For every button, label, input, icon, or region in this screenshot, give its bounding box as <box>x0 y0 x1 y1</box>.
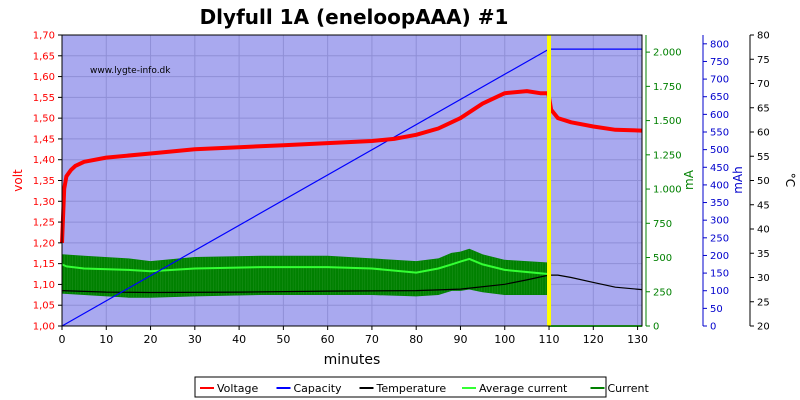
x-tick-label: 80 <box>409 333 423 346</box>
x-tick-label: 130 <box>627 333 648 346</box>
series-temperature <box>61 274 643 294</box>
x-tick-label: 60 <box>321 333 335 346</box>
mA-tick-label: 2.000 <box>653 48 682 59</box>
volt-tick-label: 1,65 <box>33 51 55 62</box>
temp-tick-label: 55 <box>757 152 770 163</box>
mA-tick-label: 250 <box>653 287 672 298</box>
watermark: www.lygte-info.dk <box>90 66 171 76</box>
volt-tick-label: 1,70 <box>33 31 55 42</box>
mAh-tick-label: 500 <box>710 145 729 156</box>
mA-tick-label: 750 <box>653 219 672 230</box>
mAh-tick-label: 0 <box>710 322 716 333</box>
mAh-tick-label: 350 <box>710 198 729 209</box>
x-tick-label: 20 <box>144 333 158 346</box>
mAh-tick-label: 800 <box>710 39 729 50</box>
legend-label: Voltage <box>217 382 258 395</box>
volt-tick-label: 1,05 <box>33 301 55 312</box>
volt-tick-label: 1,20 <box>33 238 55 249</box>
x-tick-label: 110 <box>539 333 560 346</box>
x-tick-label: 100 <box>494 333 515 346</box>
volt-tick-label: 1,15 <box>33 259 55 270</box>
temp-tick-label: 35 <box>757 249 770 260</box>
mAh-tick-label: 600 <box>710 110 729 121</box>
x-tick-label: 40 <box>232 333 246 346</box>
temp-tick-label: 20 <box>757 322 770 333</box>
series-average-current <box>61 257 642 327</box>
x-tick-label: 10 <box>99 333 113 346</box>
mAh-tick-label: 750 <box>710 57 729 68</box>
mAh-tick-label: 450 <box>710 163 729 174</box>
mAh-tick-label: 200 <box>710 251 729 262</box>
mA-tick-label: 500 <box>653 253 672 264</box>
volt-axis-label: volt <box>11 169 25 192</box>
mAh-axis-label: mAh <box>731 166 745 194</box>
legend-label: Average current <box>479 382 568 395</box>
legend-label: Capacity <box>294 382 343 395</box>
volt-tick-label: 1,35 <box>33 176 55 187</box>
mAh-tick-label: 50 <box>710 304 723 315</box>
mA-tick-label: 1.250 <box>653 150 682 161</box>
volt-tick-label: 1,60 <box>33 72 55 83</box>
volt-tick-label: 1,30 <box>33 197 55 208</box>
x-tick-label: 90 <box>453 333 467 346</box>
mAh-tick-label: 300 <box>710 216 729 227</box>
legend: Voltage Capacity Temperature Average curren… <box>194 376 650 398</box>
volt-tick-label: 1,55 <box>33 93 55 104</box>
temp-tick-label: 70 <box>757 79 770 90</box>
volt-tick-label: 1,00 <box>33 322 55 333</box>
mAh-tick-label: 250 <box>710 233 729 244</box>
mAh-tick-label: 550 <box>710 128 729 139</box>
temp-tick-label: 65 <box>757 103 770 114</box>
volt-tick-label: 1,40 <box>33 155 55 166</box>
x-tick-label: 30 <box>188 333 202 346</box>
temp-tick-label: 45 <box>757 200 770 211</box>
temp-tick-label: 80 <box>757 31 770 42</box>
legend-label: Current <box>608 382 650 395</box>
temp-axis-label: °C <box>783 173 797 187</box>
axes: 1,00 1,05 1,10 1,15 1,20 1,25 1,30 1,35 1,40 1,45… <box>11 31 797 347</box>
series-voltage <box>60 89 643 243</box>
legend-label: Temperature <box>376 382 447 395</box>
mA-axis-label: mA <box>682 169 696 190</box>
temp-tick-label: 30 <box>757 273 770 284</box>
x-tick-label: 120 <box>583 333 604 346</box>
x-tick-label: 70 <box>365 333 379 346</box>
volt-tick-label: 1,25 <box>33 218 55 229</box>
temp-tick-label: 75 <box>757 55 770 66</box>
mAh-tick-label: 150 <box>710 269 729 280</box>
x-axis-label: minutes <box>324 352 381 368</box>
mA-tick-label: 1.000 <box>653 185 682 196</box>
mA-tick-label: 0 <box>653 322 659 333</box>
temp-tick-label: 40 <box>757 225 770 236</box>
mAh-tick-label: 400 <box>710 180 729 191</box>
temp-tick-label: 60 <box>757 128 770 139</box>
mAh-tick-label: 650 <box>710 92 729 103</box>
temp-tick-label: 25 <box>757 297 770 308</box>
x-tick-label: 0 <box>59 333 66 346</box>
legend-box <box>194 376 607 398</box>
chart-title: Dlyfull 1A (eneloopAAA) #1 <box>200 5 509 29</box>
volt-tick-label: 1,10 <box>33 280 55 291</box>
mAh-tick-label: 700 <box>710 75 729 86</box>
volt-tick-label: 1,50 <box>33 114 55 125</box>
temp-tick-label: 50 <box>757 176 770 187</box>
mA-tick-label: 1.750 <box>653 82 682 93</box>
mA-tick-label: 1.500 <box>653 116 682 127</box>
x-tick-label: 50 <box>276 333 290 346</box>
volt-tick-label: 1,45 <box>33 134 55 145</box>
mAh-tick-label: 100 <box>710 286 729 297</box>
series-layer <box>60 48 643 327</box>
